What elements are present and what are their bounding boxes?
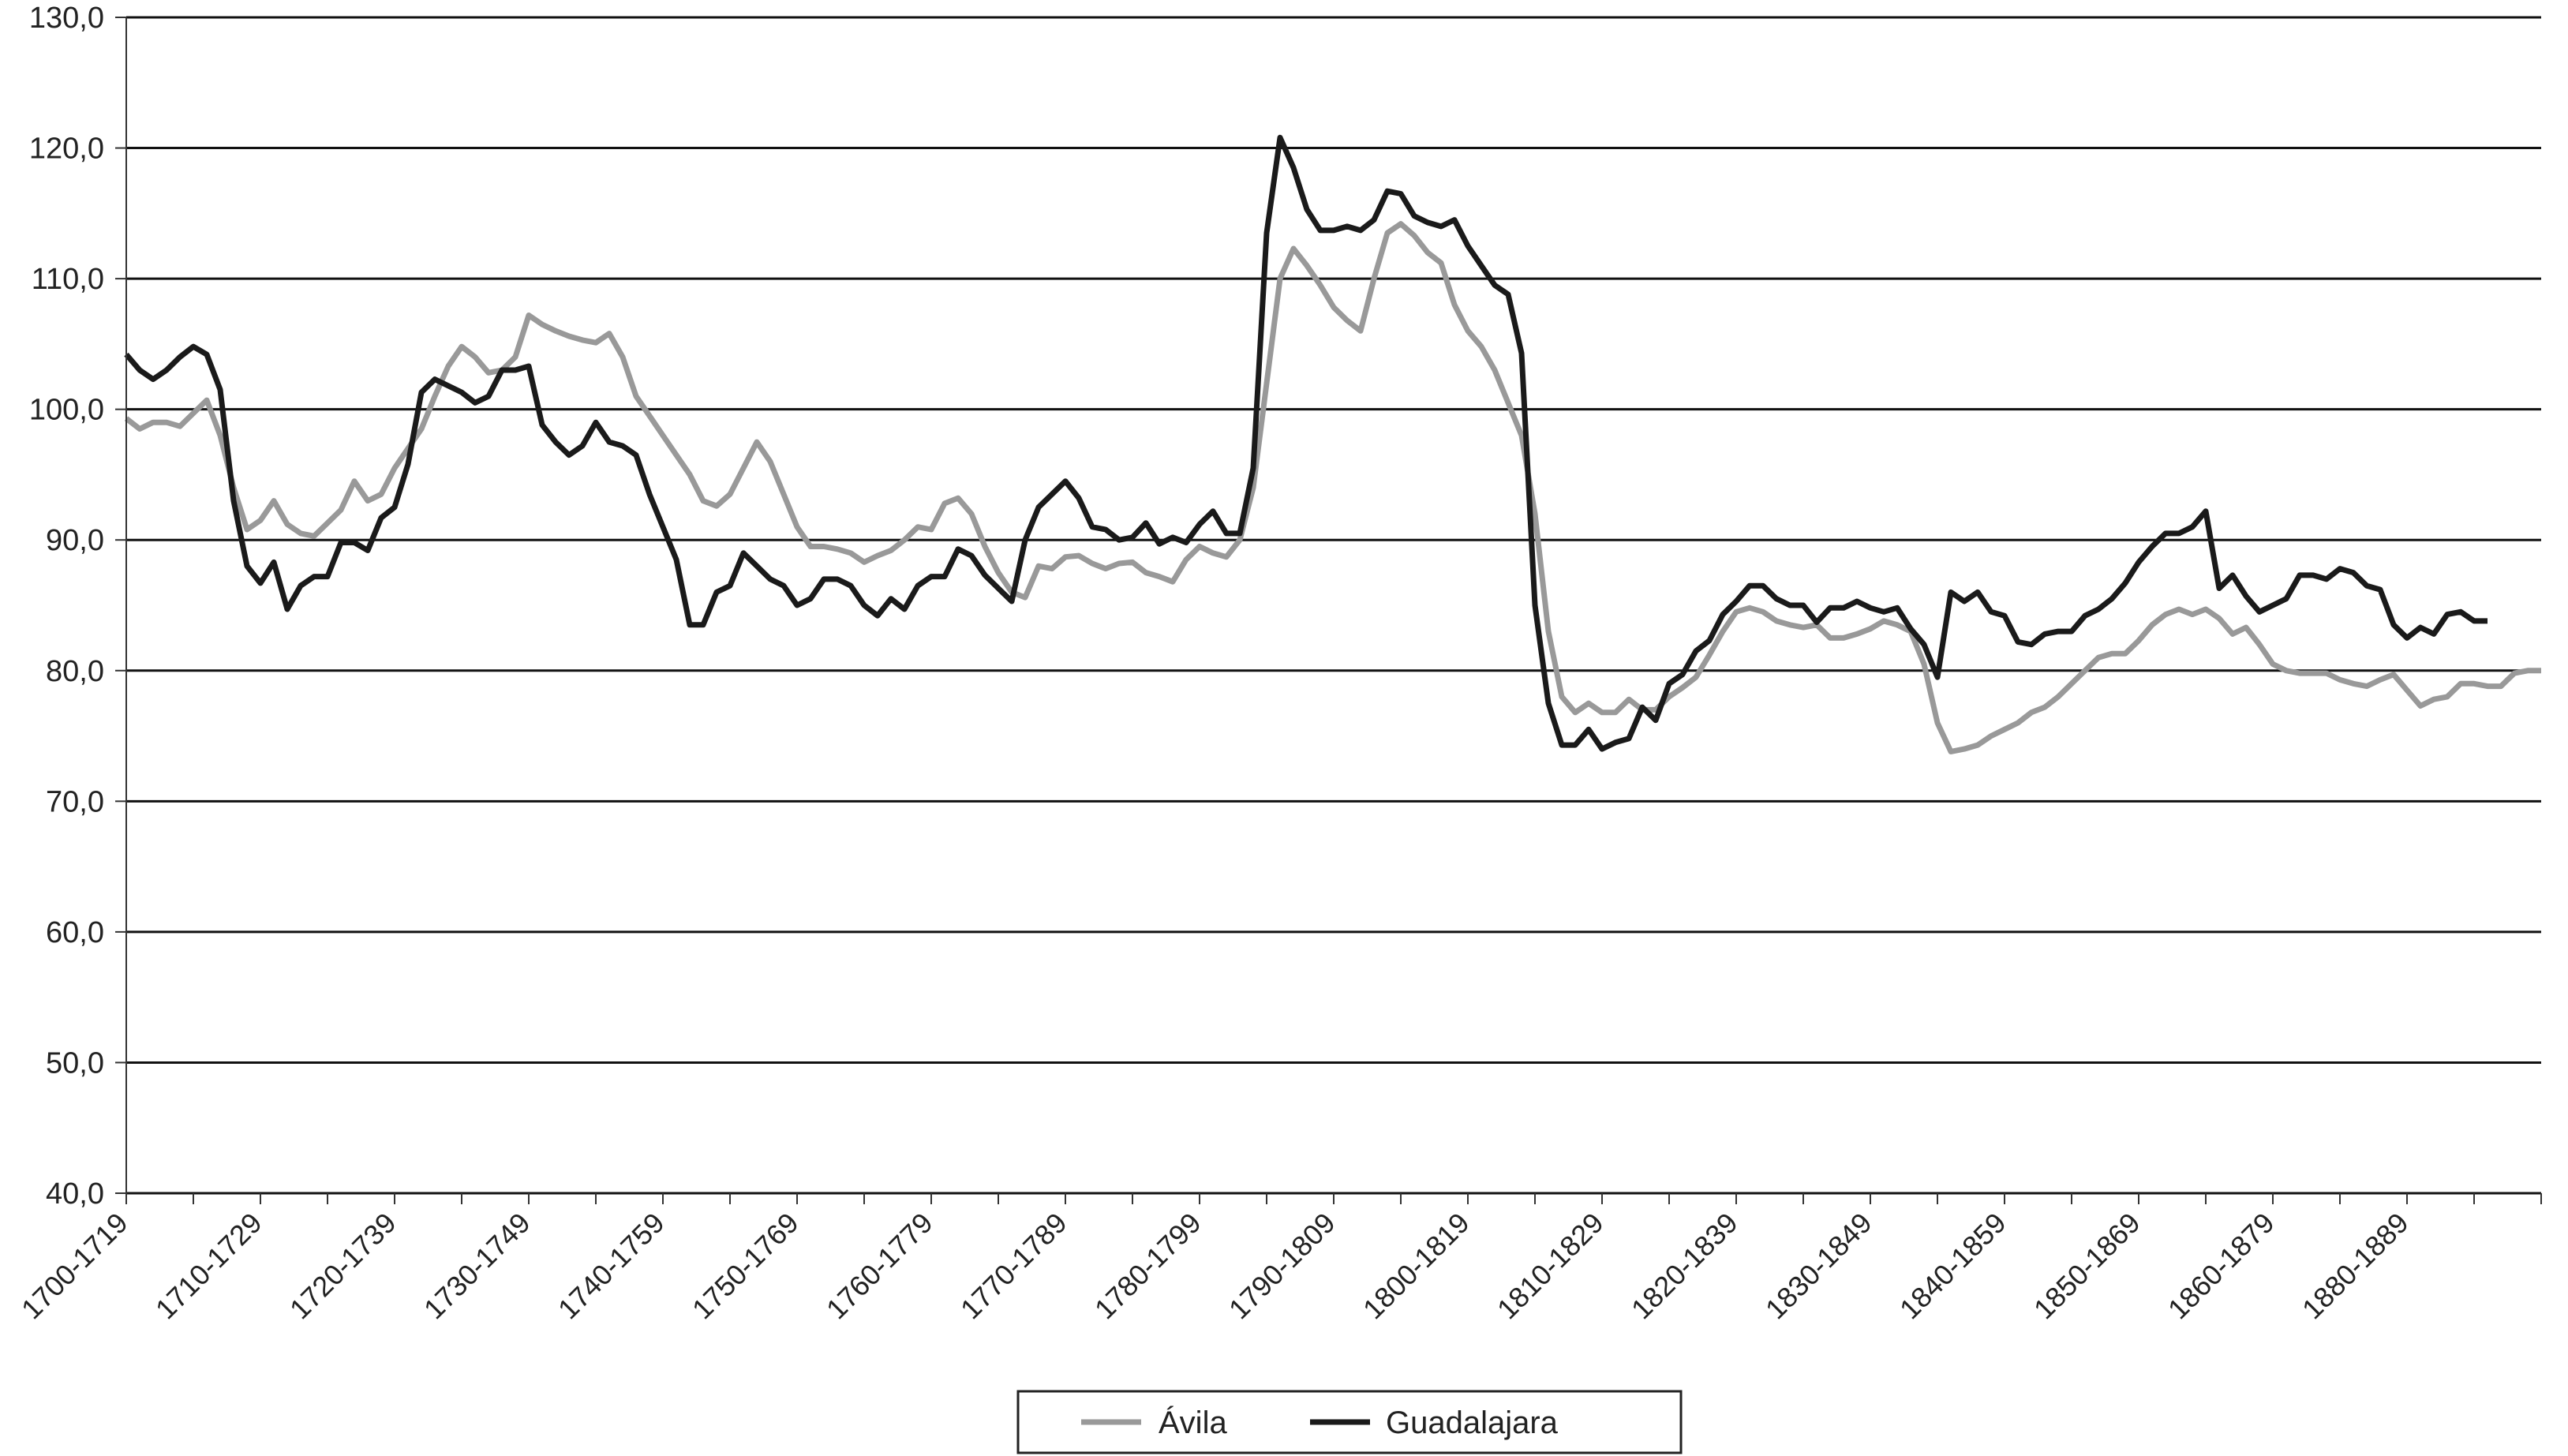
x-tick-label: 1880-1889	[2296, 1207, 2415, 1326]
x-tick-label: 1830-1849	[1759, 1207, 1878, 1326]
series-lines	[124, 134, 2541, 754]
x-tick-label: 1740-1759	[552, 1207, 671, 1326]
y-tick-label: 80,0	[46, 655, 104, 688]
legend-label-avila: Ávila	[1159, 1405, 1227, 1440]
x-tick-label: 1790-1809	[1222, 1207, 1342, 1326]
x-tick-label: 1810-1829	[1491, 1207, 1610, 1326]
x-tick-label: 1780-1799	[1088, 1207, 1207, 1326]
x-tick-label: 1760-1779	[820, 1207, 939, 1326]
y-tick-label: 110,0	[32, 263, 104, 296]
x-tick-label: 1840-1859	[1893, 1207, 2012, 1326]
y-tick-label: 120,0	[29, 133, 104, 166]
x-axis-ticks: 1700-1719 1710-1729 1720-1739 1730-1749 1740…	[15, 1193, 2542, 1326]
y-tick-label: 50,0	[46, 1046, 104, 1080]
series-line-guadalajara	[124, 134, 2488, 752]
gridlines	[126, 16, 2541, 1195]
legend: Ávila Guadalajara	[1016, 1390, 1683, 1454]
x-tick-label: 1820-1839	[1625, 1207, 1744, 1326]
y-tick-label: 130,0	[29, 2, 104, 35]
x-tick-label: 1770-1789	[954, 1207, 1073, 1326]
y-axis-ticks: 40,0 50,0 60,0 70,0 80,0 90,0 100,0 110,0 120,0 1…	[29, 2, 126, 1211]
x-tick-label: 1850-1869	[2027, 1207, 2147, 1326]
y-tick-label: 100,0	[29, 394, 104, 427]
x-tick-label: 1730-1749	[417, 1207, 537, 1326]
y-tick-label: 40,0	[46, 1177, 104, 1211]
y-tick-label: 90,0	[46, 524, 104, 557]
legend-label-guadalajara: Guadalajara	[1386, 1405, 1559, 1440]
series-line-avila	[124, 221, 2541, 754]
x-tick-label: 1860-1879	[2162, 1207, 2281, 1326]
x-tick-label: 1710-1729	[149, 1207, 268, 1326]
y-tick-label: 60,0	[46, 916, 104, 949]
x-tick-label: 1750-1769	[686, 1207, 805, 1326]
x-tick-label: 1720-1739	[283, 1207, 402, 1326]
x-tick-label: 1700-1719	[15, 1207, 134, 1326]
x-tick-label: 1800-1819	[1357, 1207, 1476, 1326]
y-tick-label: 70,0	[46, 785, 104, 818]
